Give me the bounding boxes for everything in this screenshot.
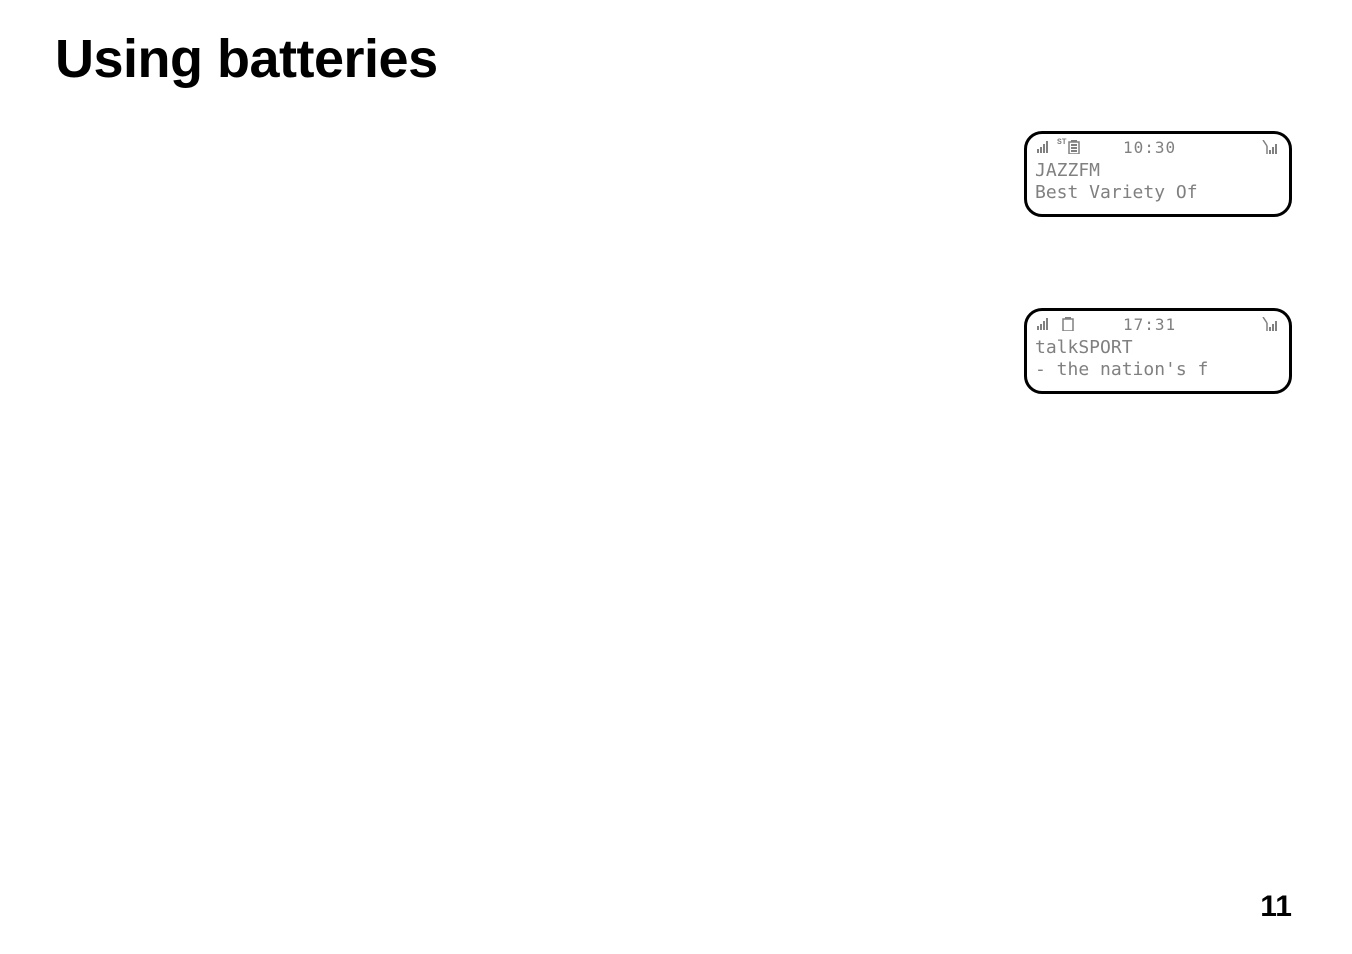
- lcd-display-jazzfm: ST 10:30 JAZZFM Best Variety Of: [1024, 131, 1292, 217]
- lcd-station-name: JAZZFM: [1035, 160, 1281, 182]
- battery-full-icon: [1067, 140, 1081, 159]
- lcd-station-info: - the nation's f: [1035, 359, 1281, 381]
- signal-bars-icon: [1037, 317, 1051, 335]
- antenna-signal-icon: [1261, 140, 1279, 159]
- lcd-status-row: ST 10:30: [1035, 138, 1281, 158]
- page-title: Using batteries: [55, 28, 438, 90]
- lcd-station-name: talkSPORT: [1035, 337, 1281, 359]
- lcd-display-talksport: 17:31 talkSPORT - the nation's f: [1024, 308, 1292, 394]
- lcd-station-info: Best Variety Of: [1035, 182, 1281, 204]
- lcd-status-row: 17:31: [1035, 315, 1281, 335]
- lcd-time: 17:31: [1123, 315, 1176, 334]
- lcd-time: 10:30: [1123, 138, 1176, 157]
- antenna-signal-icon: [1261, 317, 1279, 336]
- page-number: 11: [1260, 890, 1292, 924]
- signal-bars-icon: [1037, 140, 1051, 158]
- battery-empty-icon: [1061, 317, 1075, 336]
- stereo-icon: ST: [1057, 138, 1067, 147]
